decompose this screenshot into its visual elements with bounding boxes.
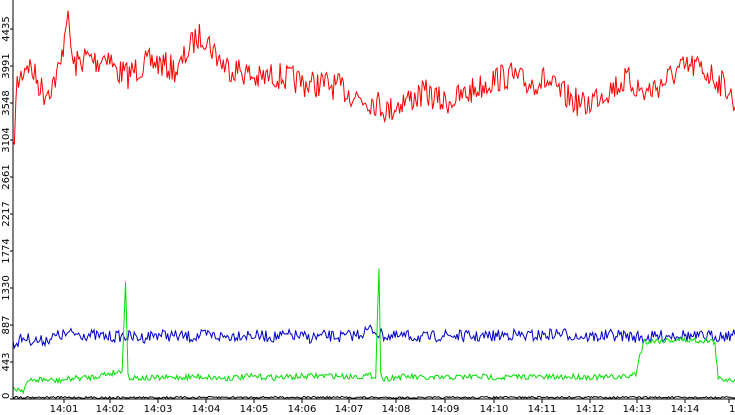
y-tick-label: 4435 (1, 16, 12, 41)
series-line-0 (12, 10, 735, 146)
series-layer (12, 10, 735, 400)
x-tick-label: 14 (729, 404, 735, 415)
x-tick-label: 14:08 (382, 404, 411, 415)
x-tick-label: 14:04 (192, 404, 221, 415)
x-tick-label: 14:12 (576, 404, 605, 415)
x-tick-label: 14:03 (144, 404, 173, 415)
x-tick-label: 14:14 (671, 404, 700, 415)
y-tick-label: 2217 (1, 201, 12, 226)
y-tick-label: 3104 (1, 127, 12, 152)
y-tick-label: 3548 (1, 90, 12, 115)
x-tick-label: 14:10 (480, 404, 509, 415)
x-tick-label: 14:13 (623, 404, 652, 415)
y-tick-label: 2661 (1, 164, 12, 189)
series-line-3 (12, 395, 735, 400)
x-ticks: 14:01 14:02 14:03 14:04 14:05 14:06 14:07 14:08… (50, 399, 735, 415)
y-tick-label: 1330 (1, 275, 12, 300)
x-tick-label: 14:05 (240, 404, 269, 415)
x-tick-label: 14:06 (288, 404, 317, 415)
series-line-2 (12, 268, 735, 395)
x-tick-label: 14:11 (528, 404, 557, 415)
x-tick-label: 14:09 (431, 404, 460, 415)
y-tick-label: 0 (1, 393, 12, 399)
x-tick-label: 14:02 (96, 404, 125, 415)
y-tick-label: 3991 (1, 53, 12, 78)
series-line-1 (12, 324, 735, 350)
x-tick-label: 14:07 (335, 404, 364, 415)
x-tick-label: 14:01 (50, 404, 79, 415)
y-tick-label: 1774 (1, 238, 12, 263)
y-tick-label: 887 (1, 315, 12, 334)
y-ticks: 0 443 887 1330 1774 2217 2661 3104 3548 3991 4435 (1, 16, 13, 400)
y-tick-label: 443 (1, 352, 12, 371)
